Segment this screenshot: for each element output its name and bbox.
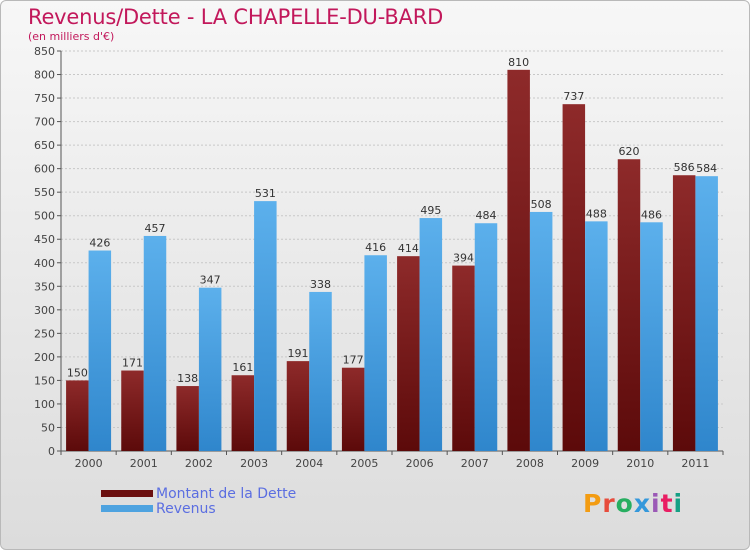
x-tick-label: 2010 [626, 457, 654, 470]
bar-dette [672, 175, 696, 451]
y-tick-label: 50 [41, 421, 55, 434]
data-label: 488 [586, 207, 607, 220]
x-tick-label: 2011 [681, 457, 709, 470]
bar-revenus [254, 201, 277, 451]
y-tick-label: 0 [48, 445, 55, 458]
proxiti-logo: Proxiti [583, 489, 684, 518]
y-tick-label: 300 [34, 304, 55, 317]
bar-dette [617, 159, 641, 451]
x-tick-label: 2006 [406, 457, 434, 470]
bar-dette [341, 367, 365, 451]
data-label: 620 [619, 145, 640, 158]
bar-dette [176, 386, 199, 451]
bar-dette [121, 370, 144, 451]
data-label: 495 [420, 204, 441, 217]
bar-revenus [585, 221, 608, 451]
chart-subtitle: (en milliers d'€) [28, 30, 115, 43]
bar-dette [452, 265, 475, 451]
y-tick-label: 500 [34, 210, 55, 223]
data-label: 161 [232, 361, 253, 374]
bar-dette [507, 69, 530, 451]
x-tick-label: 2008 [516, 457, 544, 470]
legend-label-revenus: Revenus [156, 501, 216, 517]
bar-revenus [198, 287, 222, 451]
data-label: 138 [177, 372, 198, 385]
data-label: 338 [310, 278, 331, 291]
legend-swatch-revenus [101, 505, 153, 512]
y-tick-label: 850 [34, 45, 55, 58]
bar-revenus [640, 222, 663, 451]
y-tick-label: 700 [34, 116, 55, 129]
bar-revenus [419, 218, 443, 451]
data-label: 486 [641, 208, 662, 221]
bar-revenus [143, 235, 167, 451]
bar-dette [562, 104, 586, 452]
y-tick-label: 600 [34, 163, 55, 176]
data-label: 191 [288, 347, 309, 360]
data-label: 584 [696, 162, 717, 175]
x-tick-label: 2004 [295, 457, 323, 470]
data-label: 457 [145, 222, 166, 235]
labels: 0 50 100 150 200 250 300 350 400 450 500 550 600 650 7… [34, 45, 717, 470]
y-tick-label: 750 [34, 92, 55, 105]
data-label: 426 [89, 237, 110, 250]
y-tick-label: 800 [34, 69, 55, 82]
bar-revenus [88, 250, 112, 451]
data-label: 394 [453, 252, 474, 265]
x-tick-label: 2003 [240, 457, 268, 470]
x-tick-label: 2009 [571, 457, 599, 470]
x-tick-label: 2001 [130, 457, 158, 470]
data-label: 508 [531, 198, 552, 211]
x-tick-label: 2007 [461, 457, 489, 470]
axes [57, 50, 724, 455]
y-tick-label: 450 [34, 233, 55, 246]
chart-title: Revenus/Dette - LA CHAPELLE-DU-BARD [28, 5, 444, 29]
legend-swatch-dette [101, 490, 153, 497]
data-label: 484 [476, 209, 497, 222]
x-tick-label: 2005 [350, 457, 378, 470]
y-tick-label: 100 [34, 398, 55, 411]
data-label: 586 [674, 161, 695, 174]
data-label: 416 [365, 241, 386, 254]
bar-revenus [529, 211, 553, 451]
y-tick-label: 650 [34, 139, 55, 152]
bar-revenus [474, 223, 498, 451]
bar-dette [66, 380, 89, 451]
bar-revenus [364, 255, 387, 451]
y-tick-label: 550 [34, 186, 55, 199]
data-label: 531 [255, 187, 276, 200]
x-tick-label: 2002 [185, 457, 213, 470]
data-label: 150 [67, 366, 88, 379]
y-tick-label: 200 [34, 351, 55, 364]
y-tick-label: 350 [34, 280, 55, 293]
bar-dette [397, 256, 420, 451]
data-label: 414 [398, 242, 419, 255]
y-tick-label: 250 [34, 327, 55, 340]
bars [66, 69, 718, 452]
bar-revenus [309, 291, 332, 451]
y-tick-label: 400 [34, 257, 55, 270]
data-label: 347 [200, 274, 221, 287]
y-tick-label: 150 [34, 374, 55, 387]
data-label: 810 [508, 56, 529, 69]
legend-label-dette: Montant de la Dette [156, 486, 297, 502]
data-label: 737 [563, 90, 584, 103]
data-label: 171 [122, 357, 143, 370]
bar-dette [231, 375, 255, 451]
x-tick-label: 2000 [75, 457, 103, 470]
bar-revenus [695, 176, 718, 452]
bar-dette [286, 361, 310, 451]
data-label: 177 [343, 354, 364, 367]
